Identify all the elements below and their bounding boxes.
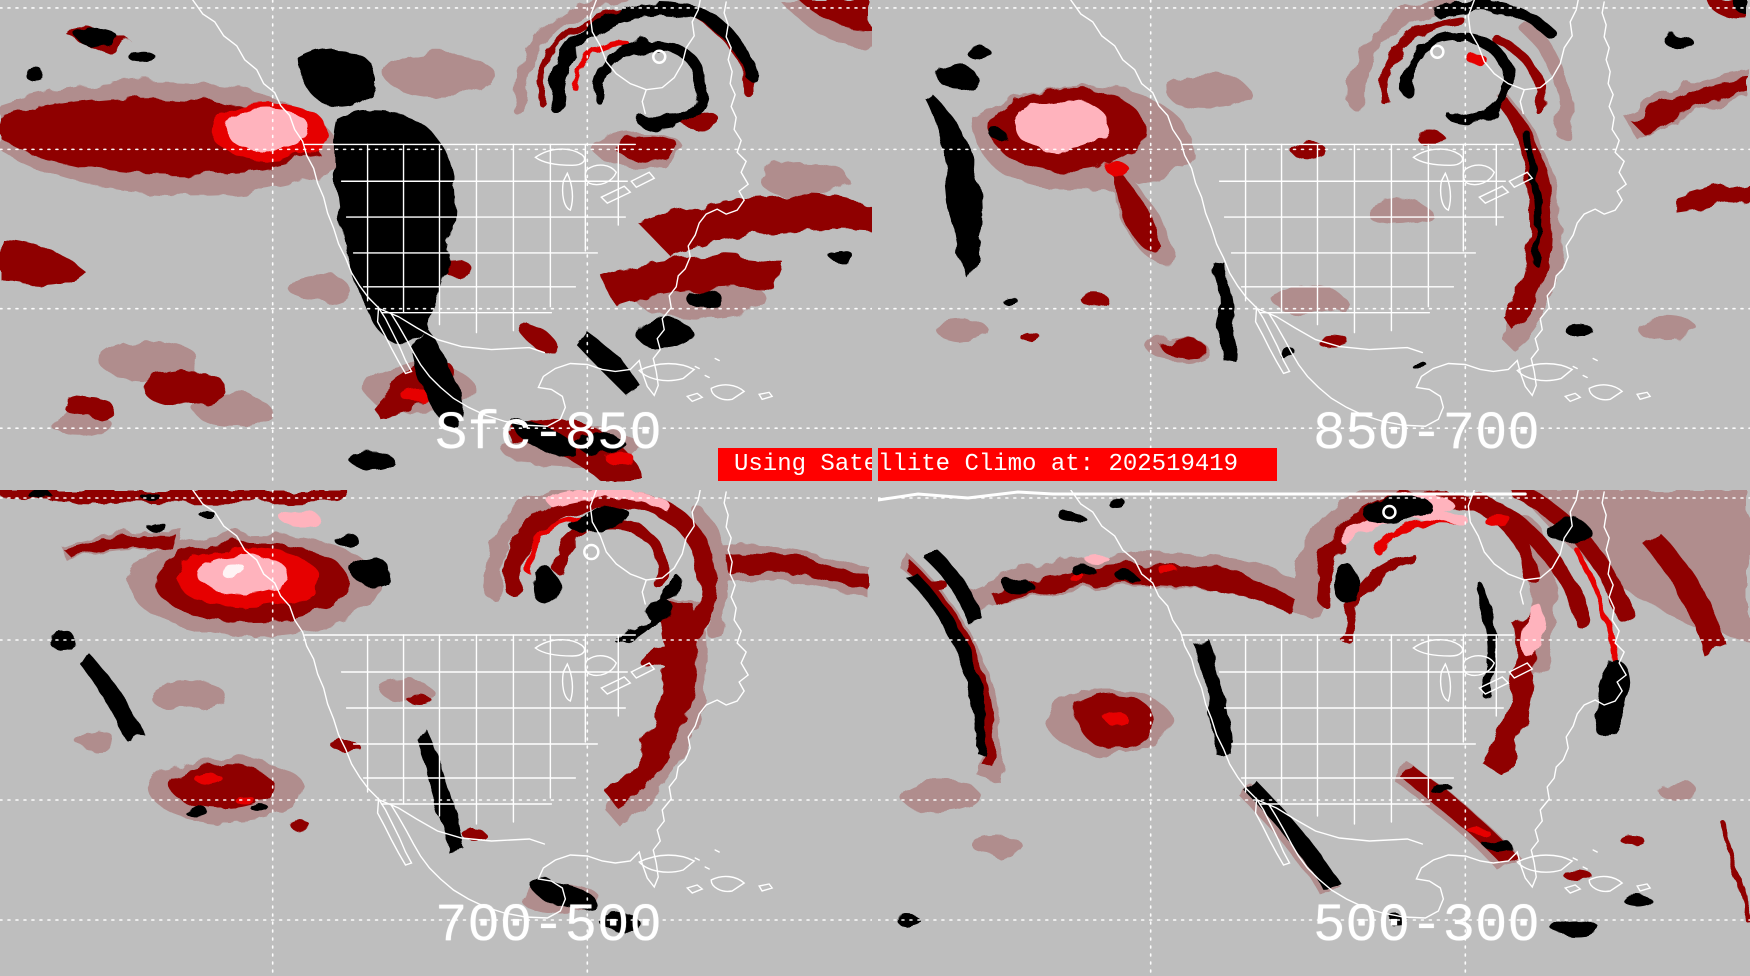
panel-label-500-300: 500-300 [1313,896,1540,957]
panel-label-700-500: 700-500 [435,896,662,957]
panel-500-300: 500-300 [878,490,1750,976]
climo-status-banner: Using Satellite Climo at: 202519419 [718,448,1277,481]
panel-top-coast-line [878,490,1527,502]
weather-map-sfc-850 [0,0,872,484]
panel-label-850-700: 850-700 [1313,404,1540,465]
anomaly-blobs [0,490,872,930]
panel-label-sfc-850: Sfc-850 [435,404,662,465]
weather-map-850-700 [878,0,1750,484]
storm-eye-marker [652,49,667,64]
storm-eye-marker [583,543,600,561]
panel-sfc-850: Sfc-850 [0,0,872,484]
anomaly-blobs [0,0,872,481]
weather-map-500-300 [878,490,1750,976]
storm-eye-marker [1382,504,1397,520]
horizontal-panel-divider [0,484,1750,490]
anomaly-blobs [895,490,1750,938]
storm-eye-marker [1430,44,1445,60]
anomaly-blobs [925,0,1750,368]
panel-850-700: 850-700 [878,0,1750,484]
weather-map-700-500 [0,490,872,976]
panel-700-500: 700-500 [0,490,872,976]
